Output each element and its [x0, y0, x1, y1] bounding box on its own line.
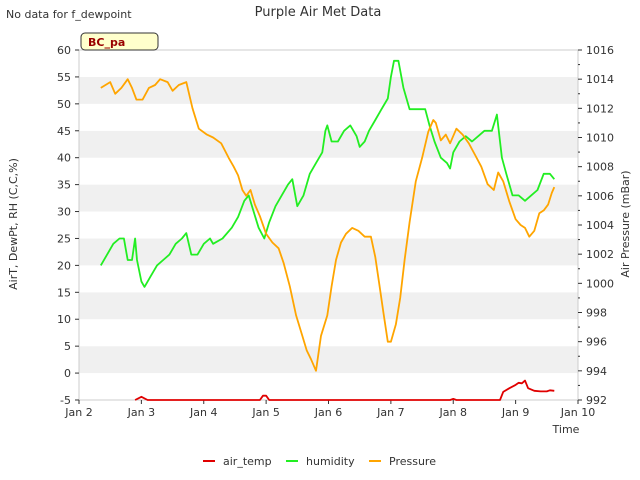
left-tick-label: 55: [57, 71, 71, 84]
left-tick-label: 60: [57, 44, 71, 57]
right-tick-label: 992: [586, 394, 607, 407]
right-tick-label: 996: [586, 336, 607, 349]
grid-band: [79, 184, 578, 212]
right-tick-label: 1010: [586, 132, 614, 145]
left-tick-label: 30: [57, 206, 71, 219]
right-tick-label: 1016: [586, 44, 614, 57]
grid-band: [79, 373, 578, 400]
x-tick-label: Jan 9: [501, 406, 529, 419]
right-tick-label: 994: [586, 365, 607, 378]
grid-band: [79, 157, 578, 185]
right-tick-label: 1004: [586, 219, 614, 232]
x-tick-label: Jan 2: [64, 406, 92, 419]
right-tick-label: 1002: [586, 248, 614, 261]
site-label: BC_pa: [88, 36, 125, 49]
series-lines: [100, 59, 556, 401]
left-axis-ticks: -5 0 5 10 15 20 25 30 35 40 45 50 55 60: [57, 44, 79, 407]
grid-band: [79, 130, 578, 158]
legend-label: humidity: [306, 455, 355, 468]
x-tick-label: Jan 8: [439, 406, 467, 419]
grid-band: [79, 211, 578, 239]
series-line-pressure: [100, 78, 556, 372]
right-axis-ticks: 992 994 996 998 1000 1002 1004 1006 1008 1010 1012…: [578, 44, 614, 407]
left-tick-label: -5: [60, 394, 71, 407]
left-tick-label: 40: [57, 152, 71, 165]
x-tick-label: Jan 5: [251, 406, 279, 419]
left-tick-label: 50: [57, 98, 71, 111]
right-tick-label: 1012: [586, 102, 614, 115]
grid-band: [79, 76, 578, 104]
right-tick-label: 998: [586, 307, 607, 320]
left-tick-label: 15: [57, 286, 71, 299]
series-line-humidity: [100, 59, 555, 288]
left-tick-label: 10: [57, 313, 71, 326]
x-tick-label: Jan 4: [189, 406, 217, 419]
grid-band: [79, 103, 578, 131]
left-tick-label: 0: [64, 367, 71, 380]
left-tick-label: 25: [57, 232, 71, 245]
no-data-note: No data for f_dewpoint: [6, 8, 132, 21]
x-tick-label: Jan 7: [376, 406, 404, 419]
grid-band: [79, 319, 578, 347]
site-label-box: BC_pa: [80, 32, 159, 51]
grid-band: [79, 50, 578, 77]
legend-label: Pressure: [389, 455, 436, 468]
grid-band: [79, 265, 578, 293]
right-tick-label: 1006: [586, 190, 614, 203]
grid-band: [79, 346, 578, 374]
x-tick-label: Jan 3: [127, 406, 155, 419]
left-tick-label: 35: [57, 179, 71, 192]
right-tick-label: 1014: [586, 73, 614, 86]
series-line-air-temp: [134, 379, 555, 401]
legend-label: air_temp: [223, 455, 272, 468]
left-axis-label: AirT, DewPt, RH (C,C,%): [7, 158, 20, 290]
grid-bands: [79, 50, 578, 400]
x-tick-label: Jan 6: [314, 406, 342, 419]
grid-band: [79, 238, 578, 266]
x-tick-label: Jan 10: [560, 406, 595, 419]
chart-title: Purple Air Met Data: [255, 5, 382, 20]
right-tick-label: 1008: [586, 161, 614, 174]
left-tick-label: 5: [64, 340, 71, 353]
right-tick-label: 1000: [586, 277, 614, 290]
x-axis-label: Time: [552, 423, 580, 436]
left-tick-label: 20: [57, 259, 71, 272]
x-axis-ticks: Jan 2 Jan 3 Jan 4 Jan 5 Jan 6 Jan 7 Jan 8 Jan 9…: [64, 400, 595, 419]
legend: air_temp humidity Pressure: [203, 455, 436, 468]
left-tick-label: 45: [57, 125, 71, 138]
right-axis-label: Air Pressure (mBar): [619, 170, 632, 277]
